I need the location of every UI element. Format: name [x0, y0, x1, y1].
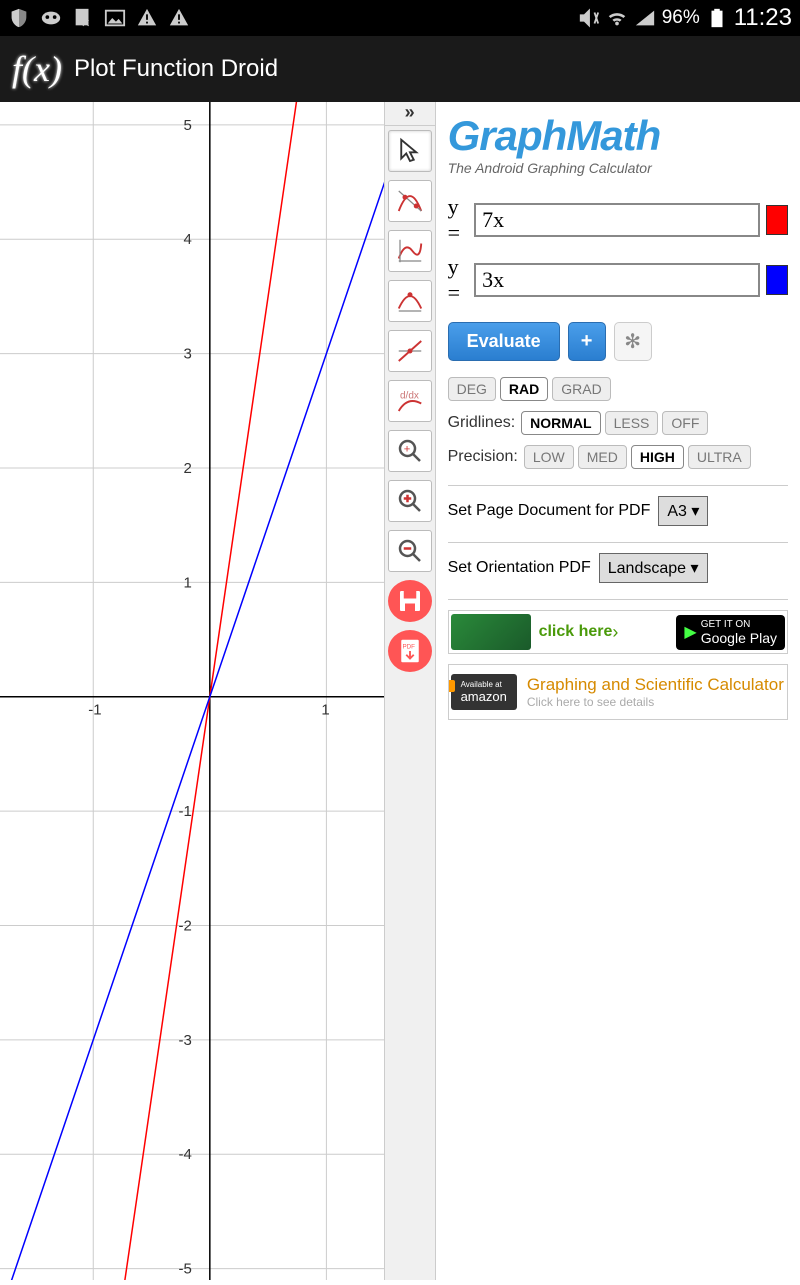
- equation-row-1: y =: [448, 194, 788, 246]
- precision-low[interactable]: LOW: [524, 445, 574, 469]
- promo-amazon[interactable]: Available at amazon Graphing and Scienti…: [448, 664, 788, 720]
- svg-text:2: 2: [183, 460, 191, 477]
- gridlines-row: Gridlines: NORMALLESSOFF: [448, 411, 788, 435]
- gridlines-normal[interactable]: NORMAL: [521, 411, 600, 435]
- settings-button[interactable]: ✻: [614, 322, 652, 361]
- clock-text: 11:23: [734, 4, 792, 32]
- precision-label: Precision:: [448, 448, 518, 466]
- svg-text:1: 1: [321, 702, 329, 719]
- angle-mode-row: DEGRADGRAD: [448, 377, 788, 401]
- precision-ultra[interactable]: ULTRA: [688, 445, 751, 469]
- warning-icon: [136, 7, 158, 29]
- svg-text:-3: -3: [178, 1032, 191, 1049]
- google-play-badge: ▶ GET IT ON Google Play: [676, 615, 785, 650]
- extrema-tool[interactable]: [388, 280, 432, 322]
- doc-x-icon: ✕: [72, 7, 94, 29]
- promo-click-text: click here: [539, 623, 613, 641]
- action-buttons: Evaluate + ✻: [448, 322, 788, 361]
- svg-text:4: 4: [183, 231, 191, 248]
- angle-mode-rad[interactable]: RAD: [500, 377, 548, 401]
- pdf-page-row: Set Page Document for PDF A3 ▾: [448, 496, 788, 526]
- wifi-icon: [606, 7, 628, 29]
- svg-text:+: +: [403, 443, 410, 455]
- svg-text:-1: -1: [178, 803, 191, 820]
- svg-text:3: 3: [183, 346, 191, 363]
- collapse-toggle[interactable]: »: [385, 102, 435, 126]
- play-triangle-icon: ▶: [684, 622, 696, 642]
- intersect-tool[interactable]: [388, 180, 432, 222]
- svg-text:-5: -5: [178, 1261, 191, 1278]
- warning-icon-2: [168, 7, 190, 29]
- promo-amazon-sub: Click here to see details: [527, 695, 784, 709]
- promo-google-play[interactable]: click here › ▶ GET IT ON Google Play: [448, 610, 788, 654]
- svg-text:-1: -1: [88, 702, 101, 719]
- mute-icon: [578, 7, 600, 29]
- svg-text:✕: ✕: [81, 18, 90, 29]
- plot-canvas: -1 1 -5 -4 -3 -2 -1 1 2 3 4 5: [0, 102, 384, 1280]
- equation-row-2: y =: [448, 254, 788, 306]
- svg-text:d/dx: d/dx: [400, 391, 419, 402]
- add-equation-button[interactable]: +: [568, 322, 606, 361]
- eq-label-2: y =: [448, 254, 469, 306]
- promo-amazon-title: Graphing and Scientific Calculator: [527, 675, 784, 695]
- control-panel: GraphMath The Android Graphing Calculato…: [436, 102, 800, 1280]
- svg-text:-2: -2: [178, 917, 191, 934]
- svg-text:-4: -4: [178, 1146, 191, 1163]
- plot-toolbar: » d/dx + PDF: [385, 102, 436, 1280]
- svg-text:1: 1: [183, 574, 191, 591]
- pdf-orient-row: Set Orientation PDF Landscape ▾: [448, 553, 788, 583]
- eq-color-1[interactable]: [766, 205, 788, 235]
- amazon-text: amazon: [461, 689, 507, 704]
- plot-area[interactable]: -1 1 -5 -4 -3 -2 -1 1 2 3 4 5: [0, 102, 385, 1280]
- precision-row: Precision: LOWMEDHIGHULTRA: [448, 445, 788, 469]
- gridlines-less[interactable]: LESS: [605, 411, 659, 435]
- android-status-bar: ✕ 96% 11:23: [0, 0, 800, 36]
- pdf-orient-select[interactable]: Landscape ▾: [599, 553, 708, 583]
- zoom-fit-tool[interactable]: +: [388, 430, 432, 472]
- curve-tool[interactable]: [388, 230, 432, 272]
- gplay-text: Google Play: [701, 630, 777, 646]
- pdf-tool[interactable]: PDF: [388, 630, 432, 672]
- status-left-icons: ✕: [8, 7, 190, 29]
- gplay-top: GET IT ON: [701, 619, 777, 630]
- chip-icon: [451, 614, 531, 650]
- app-logo-icon: f(x): [12, 48, 62, 90]
- eq-input-2[interactable]: [474, 263, 760, 297]
- eq-input-1[interactable]: [474, 203, 760, 237]
- pdf-page-select[interactable]: A3 ▾: [658, 496, 708, 526]
- chevron-right-icon: ›: [612, 622, 618, 643]
- evaluate-button[interactable]: Evaluate: [448, 322, 560, 361]
- image-icon: [104, 7, 126, 29]
- angle-mode-grad[interactable]: GRAD: [552, 377, 610, 401]
- gridlines-label: Gridlines:: [448, 414, 516, 432]
- amazon-badge: Available at amazon: [451, 674, 517, 710]
- app-title: Plot Function Droid: [74, 55, 278, 83]
- save-tool[interactable]: [388, 580, 432, 622]
- precision-high[interactable]: HIGH: [631, 445, 684, 469]
- signal-icon: [634, 7, 656, 29]
- battery-text: 96%: [662, 7, 700, 29]
- gridlines-off[interactable]: OFF: [662, 411, 708, 435]
- zero-tool[interactable]: [388, 330, 432, 372]
- angle-mode-deg[interactable]: DEG: [448, 377, 496, 401]
- eq-color-2[interactable]: [766, 265, 788, 295]
- pdf-page-label: Set Page Document for PDF: [448, 502, 651, 520]
- mask-icon: [40, 7, 62, 29]
- pdf-orient-label: Set Orientation PDF: [448, 559, 591, 577]
- brand-title: GraphMath: [448, 112, 788, 160]
- zoom-out-tool[interactable]: [388, 530, 432, 572]
- derivative-tool[interactable]: d/dx: [388, 380, 432, 422]
- battery-icon: [706, 7, 728, 29]
- brand-tagline: The Android Graphing Calculator: [448, 160, 788, 176]
- svg-text:PDF: PDF: [402, 644, 415, 651]
- status-right: 96% 11:23: [578, 4, 792, 32]
- svg-text:5: 5: [183, 117, 191, 134]
- eq-label-1: y =: [448, 194, 469, 246]
- app-bar: f(x) Plot Function Droid: [0, 36, 800, 102]
- pointer-tool[interactable]: [388, 130, 432, 172]
- zoom-in-tool[interactable]: [388, 480, 432, 522]
- precision-med[interactable]: MED: [578, 445, 627, 469]
- shield-icon: [8, 7, 30, 29]
